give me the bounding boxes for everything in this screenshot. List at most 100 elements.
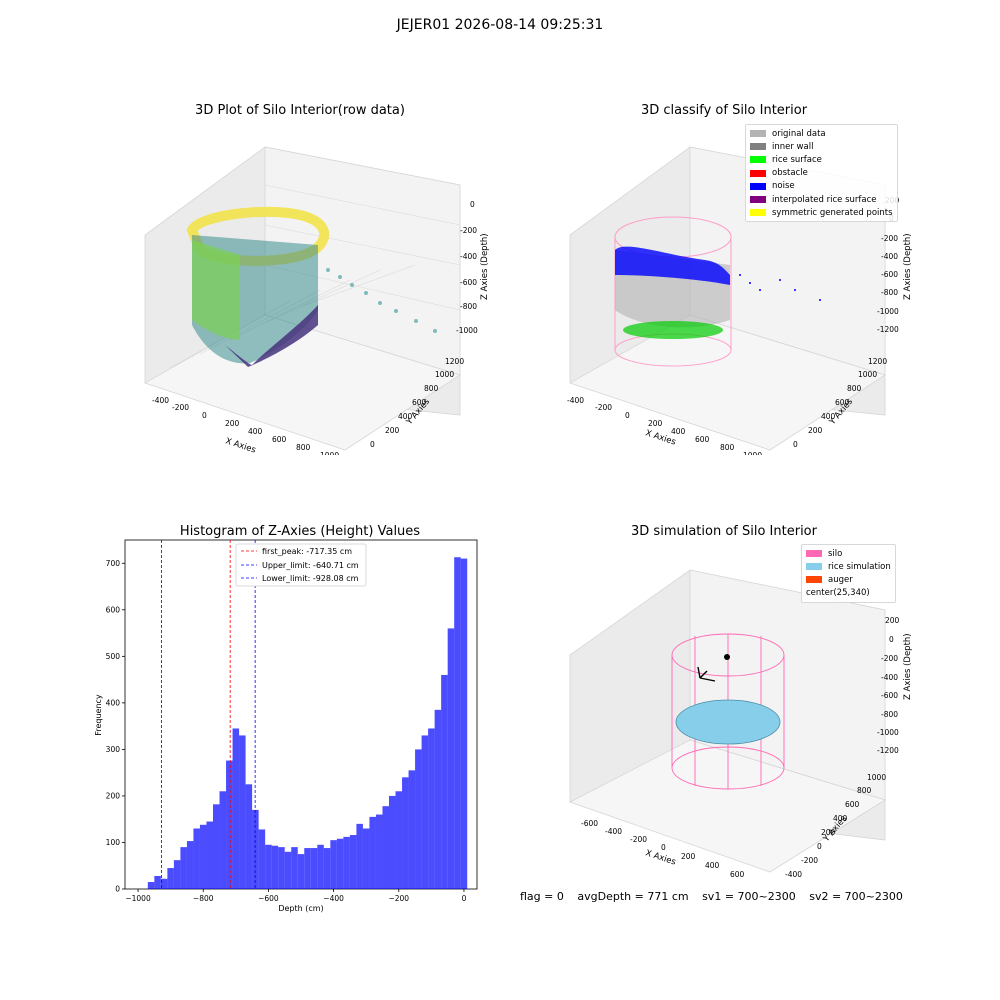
histogram-bar [186,841,194,889]
raw-y-tick: 0 [370,440,375,449]
legend-item: rice surface [750,153,893,166]
legend-label: symmetric generated points [772,207,893,218]
simulation-z-tick: -400 [881,673,898,682]
histogram-bar [252,809,259,889]
legend-item: noise [750,180,893,193]
raw-3d-plot: -400 -200 0 200 400 600 800 1000 X Axies… [144,146,490,455]
simulation-y-tick: -400 [785,870,802,879]
simulation-x-tick: -400 [605,827,622,836]
simulation-z-tick: -200 [881,654,898,663]
histogram-bar [239,735,246,889]
histogram-y-ticks: 0 100 200 300 400 500 600 700 [106,559,125,894]
classify-x-tick: 800 [720,443,735,452]
legend-item: silo [806,547,891,560]
simulation-floor-pane [568,739,886,873]
legend-item: auger [806,573,891,586]
legend-item: original data [750,127,893,140]
histogram-bar [193,828,200,889]
histogram-bar [160,878,168,889]
legend-label: original data [772,128,826,139]
simulation-x-tick: 600 [730,870,745,879]
legend-label: noise [772,181,795,192]
histogram-bar [389,795,396,889]
classify-x-tick: 200 [648,419,663,428]
status-footer: flag = 0 avgDepth = 771 cm sv1 = 700~230… [520,890,913,903]
histogram-bar [369,816,376,889]
simulation-y-tick: 0 [817,842,822,851]
histogram-bar [441,674,448,889]
histogram-y-tick-label: 300 [106,745,121,754]
classify-z-tick: -1000 [877,307,899,316]
classify-y-tick: 0 [793,440,798,449]
raw-x-ticks: -400 -200 0 200 400 600 800 1000 [152,396,339,455]
raw-z-tick: -600 [460,278,477,287]
simulation-x-tick: -600 [581,819,598,828]
simulation-3d-plot: -600 -400 -200 0 200 400 600 X Axies -40… [568,569,913,879]
classify-x-tick: 0 [625,411,630,420]
histogram-legend-box [235,543,367,587]
legend-upper-limit: Upper_limit: -640.71 cm [262,561,359,570]
histogram-bar [323,848,331,889]
simulation-legend: silo rice simulation auger center(25,340… [801,544,896,603]
histogram-x-tick-label: −800 [193,894,214,903]
histogram-bar [428,728,435,889]
histogram-y-tick-label: 100 [106,838,121,847]
simulation-x-ticks: -600 -400 -200 0 200 400 600 [581,819,745,879]
simulation-z-tick: -600 [881,691,898,700]
raw-y-ticks: 0 200 400 600 800 1000 1200 [370,357,464,449]
histogram-x-tick-label: −600 [258,894,279,903]
simulation-y-tick: 600 [845,800,860,809]
legend-item: symmetric generated points [750,206,893,219]
histogram-y-tick-label: 600 [106,605,121,614]
simulation-center-point [724,654,730,660]
histogram-bar [167,868,174,889]
simulation-y-tick: -200 [801,856,818,865]
raw-z-tick: -800 [460,302,477,311]
classify-z-tick: -600 [881,270,898,279]
raw-x-label: X Axies [224,436,257,455]
histogram-y-tick-label: 0 [115,885,120,894]
raw-z-ticks: 0 -200 -400 -600 -800 -1000 [456,200,478,335]
legend-label: inner wall [772,141,814,152]
raw-y-tick: 200 [385,426,400,435]
histogram-bar [454,557,461,889]
raw-x-tick: -400 [152,396,169,405]
histogram-legend: first_peak: -717.35 cm Upper_limit: -640… [235,543,367,587]
histogram-bar [395,791,403,889]
classify-y-tick: 400 [821,412,836,421]
histogram-threshold-lines [161,540,256,889]
legend-item: rice simulation [806,560,891,573]
histogram-y-tick-label: 200 [106,791,121,800]
legend-swatch [750,182,766,190]
legend-label: auger [828,574,853,585]
classify-z-tick: -200 [881,234,898,243]
raw-x-tick: 1000 [320,451,339,455]
classify-z-tick: -1200 [877,325,899,334]
legend-swatch [806,550,822,558]
classify-x-tick: -400 [567,396,584,405]
histogram-bar [460,558,468,889]
histogram-bar [362,828,370,889]
histogram-title: Histogram of Z-Axies (Height) Values [179,524,421,539]
raw-wall-left [192,240,240,340]
histogram-bar [271,845,279,889]
classify-x-tick: 400 [671,427,686,436]
simulation-z-tick: 0 [889,635,894,644]
classify-x-tick: -200 [595,403,612,412]
histogram-bar [213,804,220,889]
simulation-x-tick: 200 [681,852,696,861]
classify-z-tick: -800 [881,288,898,297]
simulation-z-label: Z Axies (Depth) [903,633,913,700]
histogram-bars [147,557,468,889]
raw-y-tick: 1200 [445,357,464,366]
histogram-bar [447,628,455,889]
classify-y-ticks: 0 200 400 600 800 1000 1200 [793,357,887,449]
classify-x-tick: 600 [695,435,710,444]
classify-plot-title: 3D classify of Silo Interior [640,103,808,118]
classify-noise-scatter [739,274,821,301]
histogram-bar [206,821,213,889]
simulation-x-tick: -200 [630,835,647,844]
legend-label: obstacle [772,168,808,179]
histogram-bar [245,784,253,889]
raw-plot-title: 3D Plot of Silo Interior(row data) [195,103,405,118]
